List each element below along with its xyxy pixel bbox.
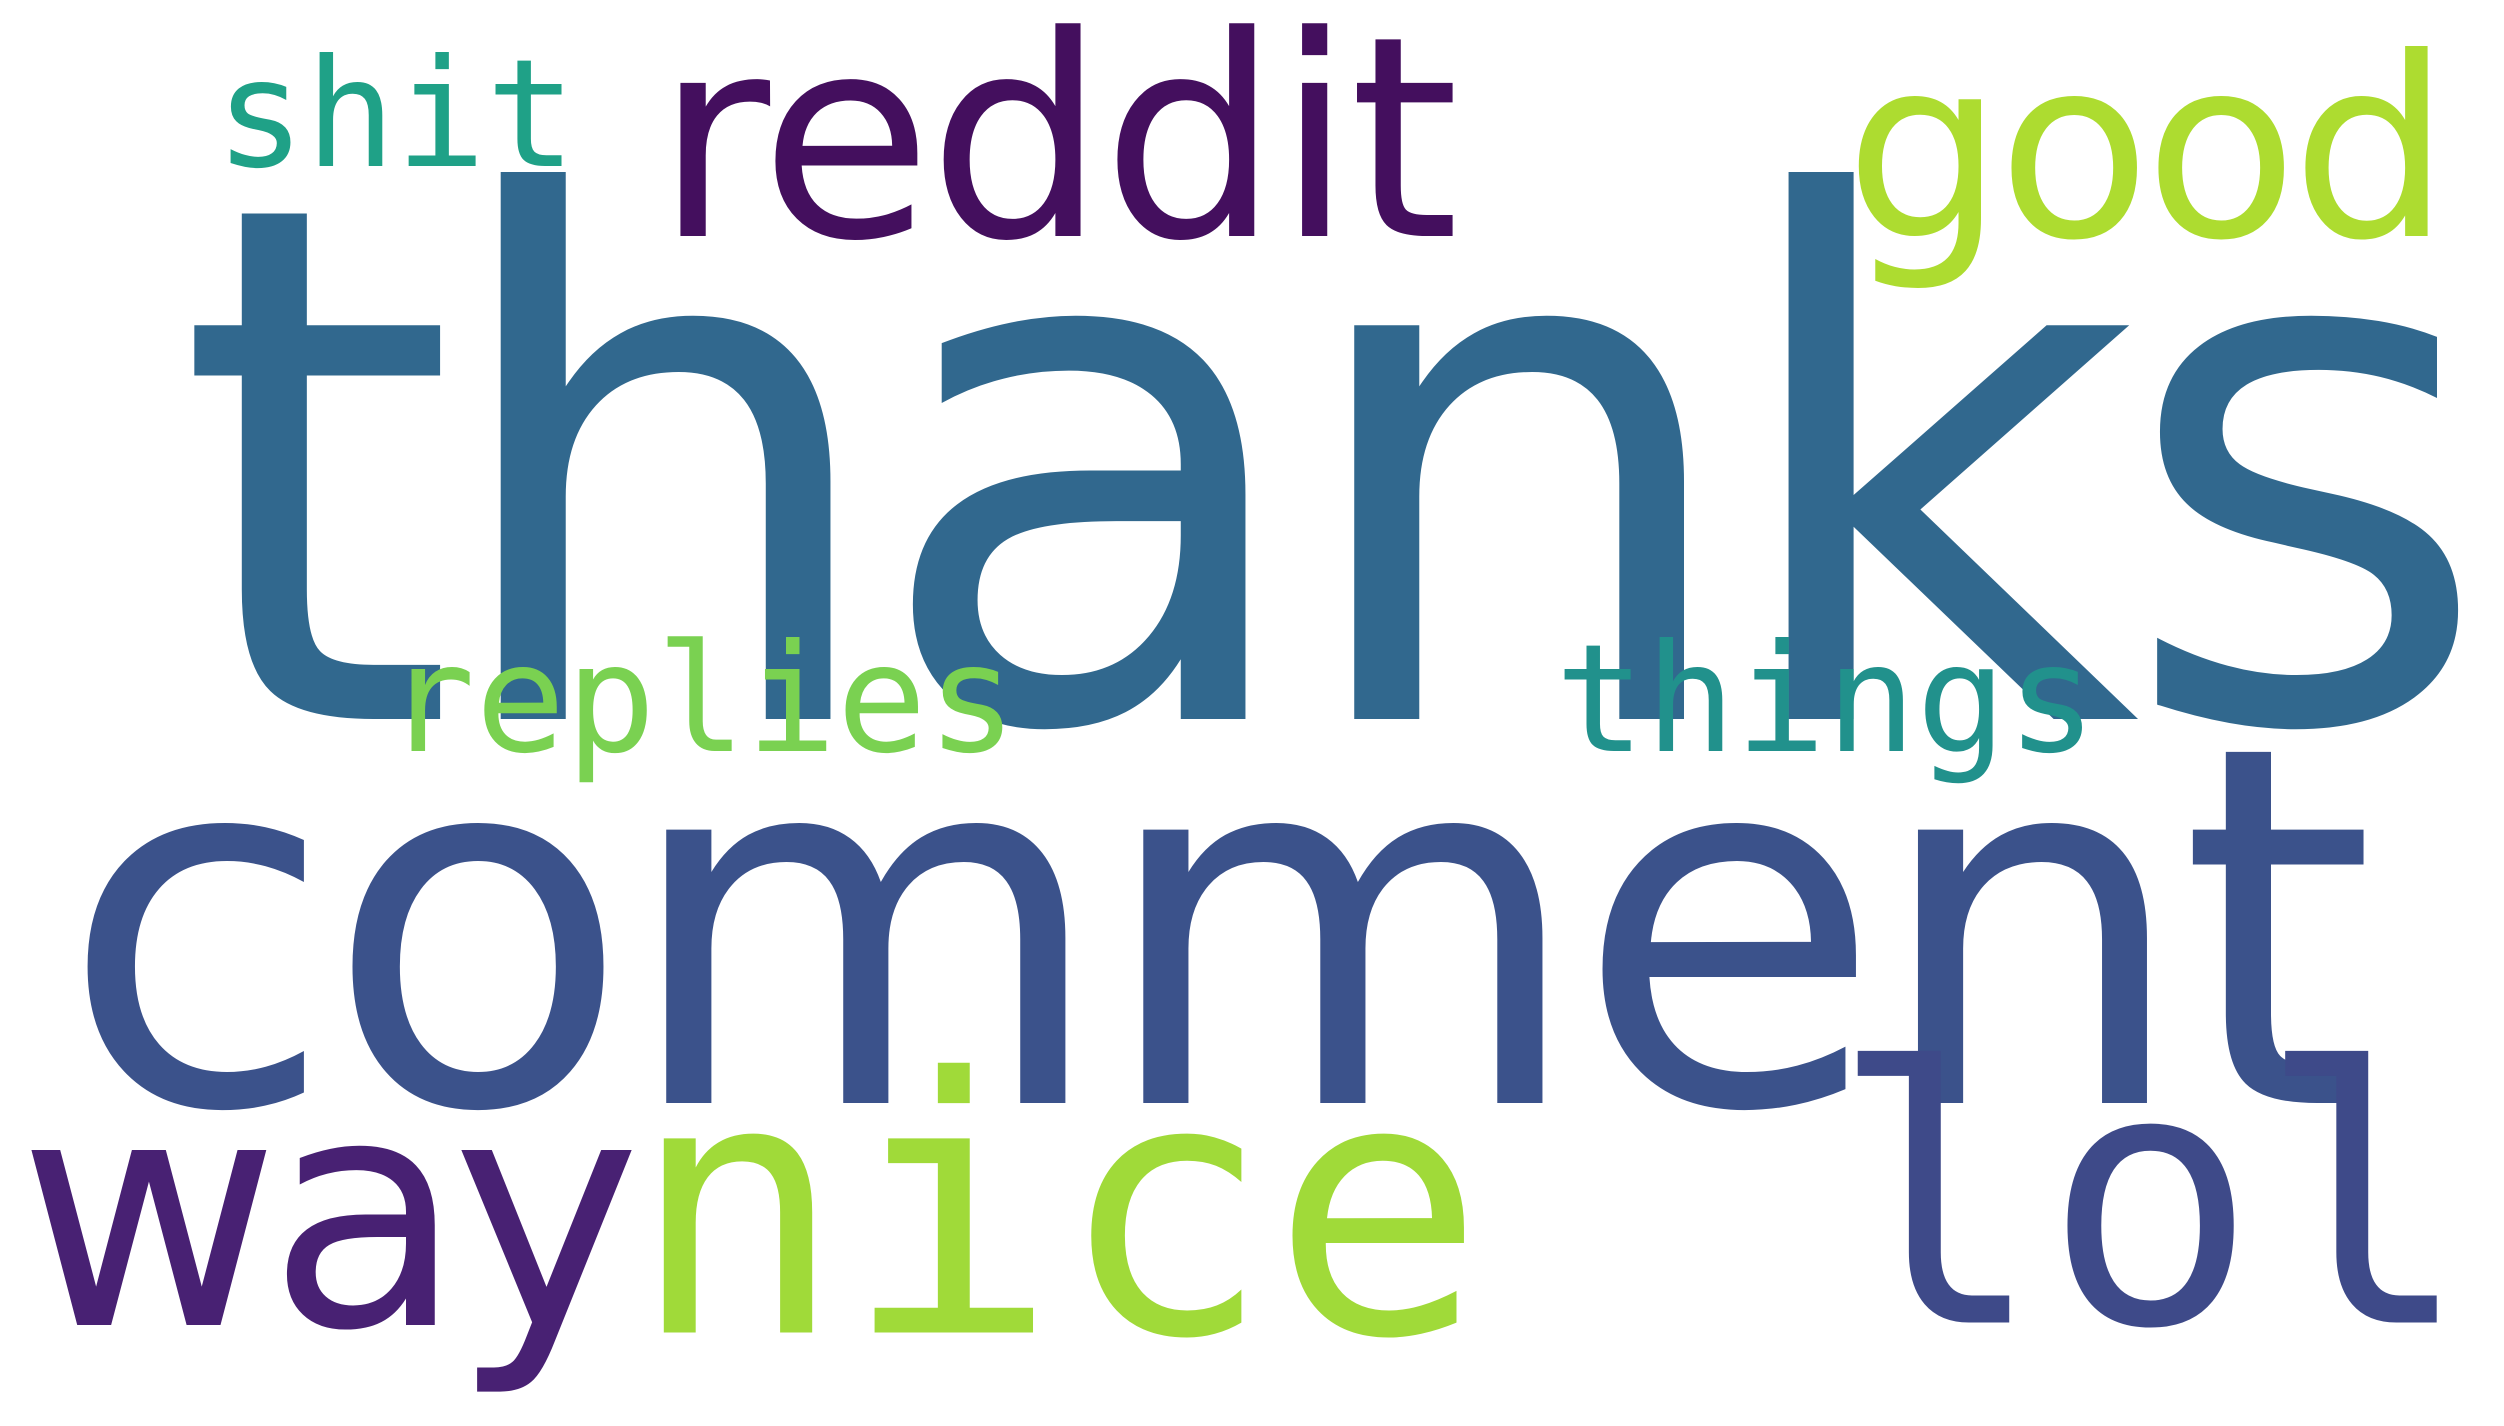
word-lol: lol bbox=[1830, 992, 2472, 1407]
word-replies: replies bbox=[385, 613, 1018, 787]
word-good: good bbox=[1845, 4, 2450, 295]
word-things: things bbox=[1555, 613, 2097, 787]
word-nice: nice bbox=[630, 1002, 1485, 1417]
word-way: way bbox=[18, 1029, 641, 1401]
word-shit: shit bbox=[215, 28, 577, 202]
word-thanks: thanks bbox=[175, 51, 2493, 889]
word-comment: comment bbox=[60, 639, 2375, 1221]
word-reddit: reddit bbox=[655, 0, 1459, 303]
